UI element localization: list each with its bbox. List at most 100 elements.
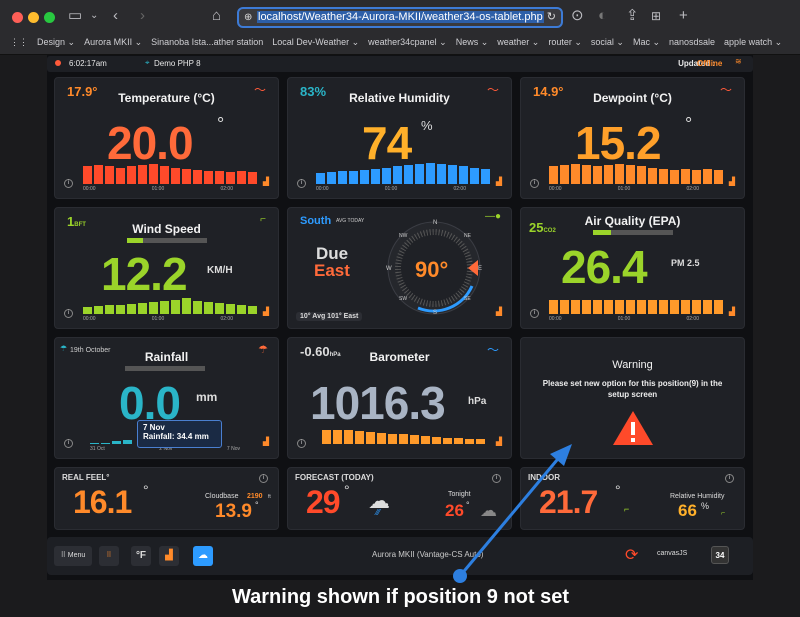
chart-icon[interactable]: ▟	[262, 177, 269, 186]
cloudbase-value: 2190	[247, 493, 263, 500]
wind-bars	[83, 296, 257, 314]
air-quality-unit: PM 2.5	[671, 258, 700, 268]
close-window-button[interactable]	[12, 12, 23, 23]
grid-icon: ⠿	[60, 552, 66, 559]
shield-icon[interactable]: ◐	[598, 7, 608, 24]
info-icon[interactable]: i	[64, 439, 73, 448]
canvasjs-logo[interactable]: canvasJS	[657, 550, 688, 557]
trend-bar	[582, 165, 591, 184]
trend-bar	[248, 305, 257, 314]
humidity-ticks: 00:00 01:00 02:00	[316, 186, 466, 192]
bookmark-item[interactable]: weather ⌄	[497, 37, 540, 47]
air-quality-panel[interactable]: 25CO2 Air Quality (EPA) 26.4 PM 2.5 00:0…	[520, 207, 745, 329]
info-icon[interactable]: i	[297, 439, 306, 448]
dewpoint-min: 14.9°	[533, 84, 564, 99]
trend-bar	[404, 165, 413, 184]
chart-icon[interactable]: ▟	[728, 177, 735, 186]
trend-bar	[215, 303, 224, 314]
bookmark-item[interactable]: weather34cpanel ⌄	[368, 37, 447, 47]
trend-bar	[138, 303, 147, 314]
info-icon[interactable]: i	[64, 309, 73, 318]
dewpoint-value: 15.2	[575, 117, 662, 169]
minimize-window-button[interactable]	[28, 12, 39, 23]
bookmark-item[interactable]: Sinanoba Ista...ather station	[151, 37, 264, 47]
chart-icon[interactable]: ▟	[495, 437, 502, 446]
humidity-bars	[316, 162, 490, 184]
bookmark-item[interactable]: Design ⌄	[37, 37, 76, 47]
bookmark-item[interactable]: Aurora MKII ⌄	[84, 37, 143, 47]
chart-icon[interactable]: ▟	[262, 307, 269, 316]
chart-icon[interactable]: ▟	[728, 307, 735, 316]
info-icon[interactable]: i	[725, 474, 734, 483]
charts-button[interactable]: ▟	[159, 546, 179, 566]
compass-panel[interactable]: South AVG TODAY —● Due East N NE E SE S …	[287, 207, 512, 329]
humidity-panel[interactable]: 83% Relative Humidity 〜 74 % 00:00 01:00 0…	[287, 77, 512, 199]
umbrella-icon: ☂	[60, 344, 68, 353]
trend-bar	[149, 302, 158, 314]
compass-nw: NW	[399, 233, 408, 239]
new-tab-icon[interactable]: +	[679, 7, 688, 24]
chart-icon[interactable]: ▟	[495, 307, 502, 316]
trend-bar	[692, 299, 701, 314]
bookmarks-bar: ⋮⋮ Design ⌄ Aurora MKII ⌄ Sinanoba Ista.…	[10, 37, 791, 51]
bookmark-item[interactable]: News ⌄	[455, 37, 489, 47]
sidebar-icon[interactable]: ▭	[68, 7, 83, 24]
chart-icon[interactable]: ▟	[495, 177, 502, 186]
info-icon[interactable]: i	[259, 474, 268, 483]
trend-bar	[714, 169, 723, 184]
avg-label: AVG TODAY	[336, 218, 365, 224]
trend-bar	[637, 299, 646, 314]
bookmark-item[interactable]: Local Dev-Weather ⌄	[272, 37, 360, 47]
trend-bar	[333, 429, 342, 444]
menu-button[interactable]: ⠿ Menu	[54, 546, 92, 566]
grid-icon[interactable]: ⋮⋮	[10, 37, 28, 47]
real-feel-panel[interactable]: REAL FEEL° i 16.1 ° Cloudbase 2190 ft 13…	[54, 467, 279, 530]
url-text: localhost/Weather34-Aurora-MKII/weather3…	[257, 11, 544, 23]
share-icon[interactable]: ⇪	[626, 7, 639, 24]
info-icon[interactable]: i	[530, 309, 539, 318]
forecast-panel[interactable]: FORECAST (TODAY) i 29 ° ☁ ⁄⁄⁄ Tonight 26…	[287, 467, 512, 530]
trend-icon: ⌐	[260, 214, 266, 225]
indoor-value: 21.7	[539, 484, 598, 520]
tab-overview-icon[interactable]: ⊞	[651, 9, 662, 23]
apps-button[interactable]: ⠿	[99, 546, 119, 566]
bookmark-item[interactable]: Mac ⌄	[632, 37, 660, 47]
temperature-panel[interactable]: 17.9° Temperature (°C) 〜 20.0 ° 00:00 01:…	[54, 77, 279, 199]
rainfall-panel[interactable]: ☂ 19th October ☂ Rainfall 0.0 mm 31 Oct 2…	[54, 337, 279, 459]
bookmark-item[interactable]: router ⌄	[548, 37, 582, 47]
chart-icon[interactable]: ▟	[262, 437, 269, 446]
reload-icon[interactable]: ↻	[546, 11, 556, 23]
download-icon[interactable]: ⊙	[571, 7, 584, 24]
back-icon[interactable]: ‹	[113, 7, 118, 24]
bookmark-item[interactable]: social ⌄	[590, 37, 624, 47]
units-toggle-button[interactable]: °F	[131, 546, 151, 566]
refresh-icon[interactable]: ⟳	[625, 547, 639, 564]
barometer-panel[interactable]: -0.60hPa Barometer 〜 1016.3 hPa i ▟	[287, 337, 512, 459]
trend-bar	[571, 299, 580, 314]
indoor-panel[interactable]: INDOOR i 21.7 ° ⌐ Relative Humidity 66 %…	[520, 467, 745, 530]
address-bar[interactable]: ⊕ localhost/Weather34-Aurora-MKII/weathe…	[237, 7, 563, 28]
compass-e: E	[478, 266, 483, 272]
info-icon[interactable]: i	[297, 179, 306, 188]
chevron-down-icon[interactable]: ⌄	[90, 10, 99, 21]
status-bar: 6:02:17am ⌖ Demo PHP 8 Updated : Offline…	[47, 56, 753, 72]
trend-bar	[182, 297, 191, 314]
weather34-badge[interactable]: 34	[711, 546, 729, 564]
trend-bar	[105, 305, 114, 314]
weather-cloud-button[interactable]: ☁	[193, 546, 213, 566]
info-icon[interactable]: i	[530, 179, 539, 188]
rainfall-unit: mm	[196, 390, 218, 404]
wind-panel[interactable]: 1BFT Wind Speed ⌐ 12.2 KM/H 00:00 01:00 02…	[54, 207, 279, 329]
trend-icon: ⌐	[721, 510, 726, 517]
info-icon[interactable]: i	[64, 179, 73, 188]
trend-bar	[399, 434, 408, 444]
maximize-window-button[interactable]	[44, 12, 55, 23]
home-icon[interactable]: ⌂	[212, 7, 222, 24]
info-icon[interactable]: i	[492, 474, 501, 483]
barometer-value: 1016.3	[310, 377, 446, 429]
trend-bar	[670, 299, 679, 314]
bookmark-item[interactable]: nanosdsale	[669, 37, 716, 47]
bookmark-item[interactable]: apple watch ⌄	[724, 37, 783, 47]
forward-icon[interactable]: ›	[140, 7, 145, 24]
dewpoint-panel[interactable]: 14.9° Dewpoint (°C) 〜 15.2 ° 00:00 01:00 0…	[520, 77, 745, 199]
